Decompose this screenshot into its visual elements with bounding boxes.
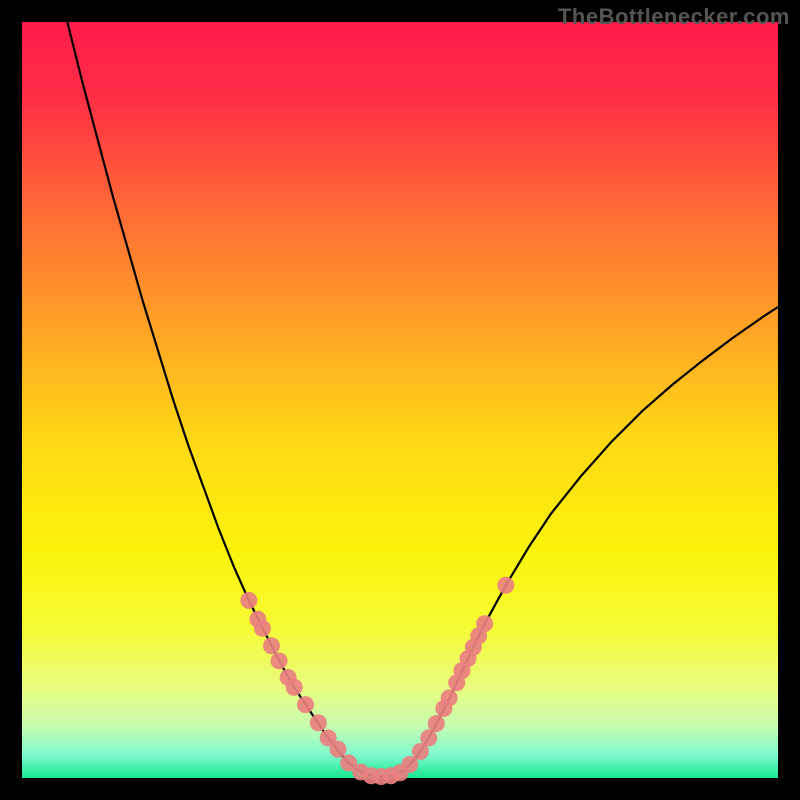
marker-point	[497, 577, 514, 594]
marker-point	[286, 679, 303, 696]
marker-point	[240, 592, 257, 609]
marker-point	[263, 637, 280, 654]
marker-point	[420, 729, 437, 746]
chart-frame: TheBottlenecker.com	[0, 0, 800, 800]
marker-point	[330, 741, 347, 758]
marker-point	[476, 615, 493, 632]
marker-point	[428, 715, 445, 732]
marker-point	[310, 714, 327, 731]
attribution-label: TheBottlenecker.com	[558, 4, 790, 30]
gradient-background	[22, 22, 778, 778]
bottleneck-chart	[0, 0, 800, 800]
marker-point	[297, 696, 314, 713]
marker-point	[271, 652, 288, 669]
marker-point	[254, 620, 271, 637]
marker-point	[441, 689, 458, 706]
